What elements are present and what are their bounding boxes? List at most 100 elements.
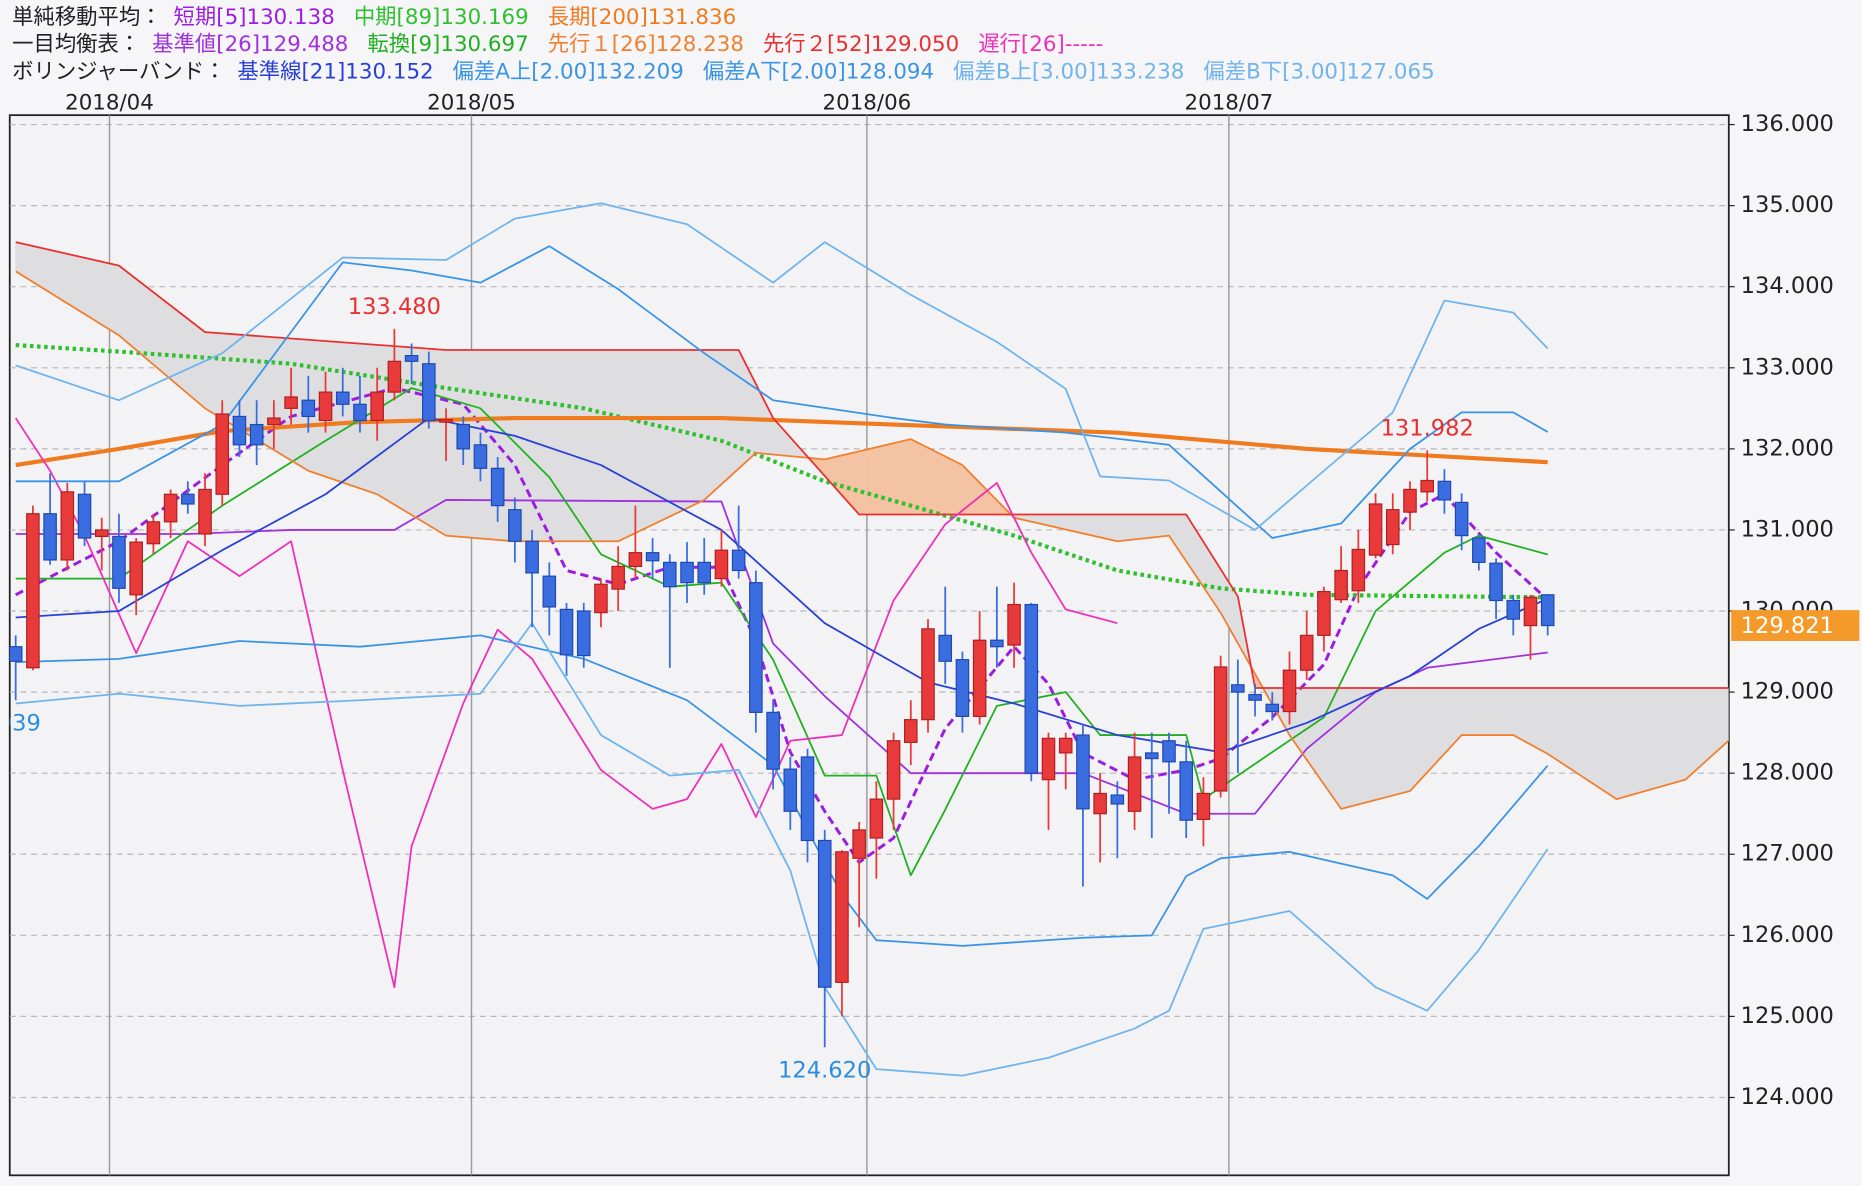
cloud-fill bbox=[531, 349, 537, 542]
cloud-fill bbox=[131, 275, 137, 351]
cloud-fill bbox=[1108, 514, 1114, 541]
cloud-fill bbox=[153, 291, 158, 369]
cloud-fill bbox=[635, 349, 640, 534]
candle-body bbox=[387, 360, 402, 393]
candle-body bbox=[146, 521, 161, 545]
cloud-fill bbox=[691, 349, 696, 507]
cloud-fill bbox=[178, 311, 184, 391]
cloud-fill bbox=[1190, 520, 1196, 576]
candle-body bbox=[680, 561, 694, 584]
cloud-fill bbox=[1134, 514, 1140, 540]
candle-body bbox=[938, 634, 953, 662]
cloud-fill bbox=[966, 468, 972, 515]
cloud-fill bbox=[746, 366, 752, 462]
cloud-fill bbox=[1504, 687, 1510, 736]
cloud-fill bbox=[19, 242, 25, 278]
cloud-fill bbox=[523, 349, 529, 542]
cloud-fill bbox=[1207, 547, 1213, 601]
indicator-line bbox=[15, 417, 1549, 753]
cloud-fill bbox=[1383, 687, 1389, 799]
cloud-fill bbox=[1138, 514, 1144, 540]
cloud-fill bbox=[622, 349, 628, 540]
cloud-fill bbox=[923, 445, 929, 515]
y-tick-label: 127.000 bbox=[1741, 841, 1834, 867]
cloud-fill bbox=[1654, 687, 1660, 789]
candle-body bbox=[1110, 794, 1125, 805]
y-tick-label: 135.000 bbox=[1741, 192, 1834, 218]
cloud-fill bbox=[1409, 687, 1415, 792]
cloud-fill bbox=[643, 349, 649, 530]
candle-body bbox=[456, 423, 471, 450]
cloud-fill bbox=[1491, 687, 1497, 736]
candle-body bbox=[1093, 792, 1107, 815]
candle-body bbox=[60, 491, 75, 561]
candle-body bbox=[198, 488, 212, 535]
cloud-fill bbox=[682, 349, 688, 511]
cloud-fill bbox=[110, 263, 115, 334]
cloud-fill bbox=[772, 417, 778, 456]
cloud-fill bbox=[897, 440, 903, 515]
candle-body bbox=[1041, 737, 1056, 781]
cloud-fill bbox=[67, 253, 72, 307]
legend-entry: 中期[89]130.169 bbox=[354, 5, 529, 30]
cloud-fill bbox=[1366, 687, 1372, 803]
cloud-fill bbox=[204, 331, 210, 412]
candle-body bbox=[749, 582, 763, 713]
cloud-fill bbox=[471, 349, 477, 539]
cloud-fill bbox=[1422, 687, 1428, 778]
x-tick-label: 2018/07 bbox=[1185, 90, 1274, 115]
candle-body bbox=[94, 529, 109, 538]
y-tick-label: 134.000 bbox=[1741, 273, 1834, 299]
candle-body bbox=[869, 798, 884, 839]
cloud-fill bbox=[1680, 687, 1686, 782]
cloud-fill bbox=[1706, 687, 1712, 761]
indicator-line bbox=[14, 417, 1118, 989]
candle-body bbox=[835, 851, 849, 983]
cloud-fill bbox=[1435, 687, 1441, 764]
last-price-label: 129.821 bbox=[1741, 613, 1834, 639]
candle-body bbox=[1299, 634, 1314, 671]
cloud-fill bbox=[1650, 687, 1656, 790]
cloud-fill bbox=[1676, 687, 1682, 783]
cloud-fill bbox=[936, 451, 942, 515]
cloud-fill bbox=[88, 258, 94, 320]
indicator-line bbox=[15, 499, 1548, 815]
annotation: 133.480 bbox=[348, 294, 441, 320]
cloud-fill bbox=[1603, 687, 1609, 795]
cloud-fill bbox=[1401, 687, 1406, 794]
candle-body bbox=[112, 535, 126, 589]
legend-group-label: ボリンジャーバンド： bbox=[12, 59, 225, 84]
cloud-fill bbox=[957, 462, 963, 515]
x-tick-label: 2018/04 bbox=[65, 90, 154, 115]
cloud-fill bbox=[1413, 687, 1419, 788]
x-tick-label: 2018/05 bbox=[427, 90, 516, 115]
legend-entry: 偏差A下[2.00]128.094 bbox=[703, 59, 934, 84]
candle-body bbox=[886, 740, 901, 800]
cloud-fill bbox=[1315, 687, 1320, 780]
candle-body bbox=[628, 552, 643, 568]
candle-body bbox=[955, 659, 970, 718]
candle-body bbox=[921, 628, 935, 721]
cloud-fill bbox=[1469, 687, 1475, 736]
cloud-fill bbox=[135, 278, 141, 355]
cloud-fill bbox=[32, 245, 38, 286]
y-tick-label: 129.000 bbox=[1741, 679, 1834, 705]
legend-entry: 偏差A上[2.00]132.209 bbox=[453, 59, 684, 84]
cloud-fill bbox=[734, 349, 739, 474]
legend-group-label: 一目均衡表： bbox=[12, 32, 140, 57]
cloud-fill bbox=[609, 349, 615, 542]
cloud-fill bbox=[919, 442, 925, 515]
candle-body bbox=[1007, 603, 1021, 646]
cloud-fill bbox=[557, 349, 563, 542]
cloud-fill bbox=[118, 265, 124, 340]
cloud-fill bbox=[1530, 687, 1536, 748]
candle-body bbox=[1213, 666, 1228, 792]
cloud-fill bbox=[695, 349, 701, 505]
cloud-fill bbox=[1538, 687, 1544, 753]
cloud-fill bbox=[161, 298, 167, 377]
cloud-fill bbox=[660, 349, 666, 522]
cloud-fill bbox=[1392, 687, 1398, 796]
cloud-fill bbox=[592, 349, 597, 542]
cloud-fill bbox=[712, 349, 718, 493]
